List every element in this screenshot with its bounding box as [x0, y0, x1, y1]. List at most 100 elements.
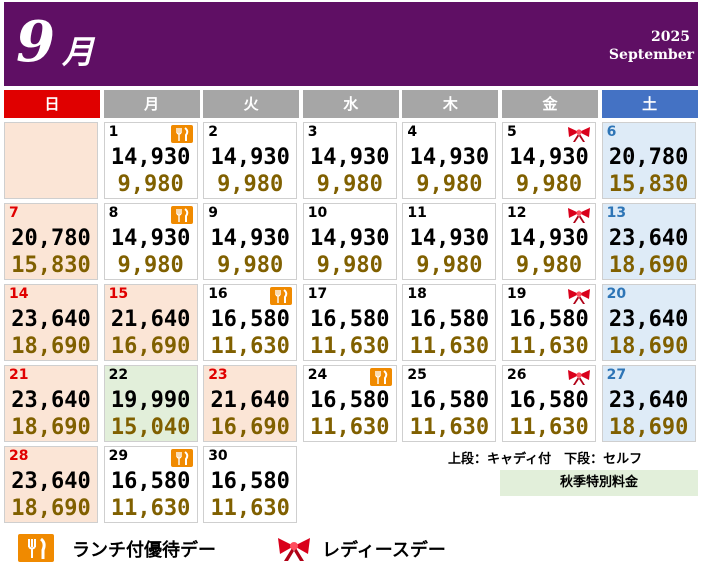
calendar-day-cell: 12 14,930 9,980	[502, 203, 596, 280]
calendar-day-cell: 17 16,580 11,630	[302, 284, 397, 361]
calendar-day-cell: 21 23,640 18,690	[4, 365, 98, 442]
self-price: 15,830	[11, 253, 91, 278]
day-number: 22	[108, 367, 129, 383]
calendar-day-cell: 28 23,640 18,690	[4, 446, 98, 523]
self-price: 18,690	[11, 496, 91, 521]
calendar-cell-empty	[4, 122, 98, 199]
day-number: 8	[108, 205, 119, 221]
calendar-day-cell: 10 14,930 9,980	[302, 203, 397, 280]
calendar-day-cell: 4 14,930 9,980	[402, 122, 497, 199]
self-price: 11,630	[509, 415, 589, 440]
day-number: 19	[507, 286, 527, 302]
day-number: 21	[9, 367, 29, 383]
calendar-day-cell: 7 20,780 15,830	[4, 203, 98, 280]
self-price: 15,830	[608, 172, 689, 197]
year-label: 2025	[651, 29, 690, 45]
day-number: 28	[9, 448, 29, 464]
caddy-price: 14,930	[409, 226, 490, 251]
calendar-day-cell: 22 19,990 15,040	[103, 365, 198, 442]
self-price: 11,630	[210, 334, 290, 359]
calendar-day-cell: 2 14,930 9,980	[203, 122, 298, 199]
caddy-price: 23,640	[11, 307, 91, 332]
weekday-header: 木	[402, 90, 499, 118]
calendar-day-cell: 25 16,580 11,630	[402, 365, 497, 442]
ribbon-icon	[566, 206, 592, 224]
self-price: 11,630	[409, 334, 490, 359]
calendar-grid: 1 14,930 9,980 2 14,930 9,980 3 14,930 9,980 4 14,…	[4, 122, 700, 528]
calendar-day-cell: 18 16,580 11,630	[402, 284, 497, 361]
caddy-price: 21,640	[110, 307, 191, 332]
self-price: 16,690	[210, 415, 290, 440]
day-number: 17	[307, 286, 328, 302]
calendar-day-cell: 3 14,930 9,980	[302, 122, 397, 199]
day-number: 27	[606, 367, 627, 383]
calendar-day-cell: 8 14,930 9,980	[103, 203, 198, 280]
fork-knife-icon	[170, 449, 193, 467]
calendar-day-cell: 9 14,930 9,980	[203, 203, 298, 280]
caddy-price: 16,580	[210, 469, 290, 494]
caddy-price: 14,930	[509, 226, 589, 251]
day-number: 9	[208, 205, 218, 221]
caddy-price: 14,930	[210, 226, 290, 251]
day-number: 13	[606, 205, 627, 221]
caddy-price: 16,580	[210, 307, 290, 332]
caddy-price: 16,580	[409, 307, 490, 332]
calendar-day-cell: 27 23,640 18,690	[601, 365, 696, 442]
self-price: 9,980	[515, 172, 583, 197]
self-price: 18,690	[608, 415, 689, 440]
day-number: 4	[407, 124, 418, 140]
calendar-day-cell: 11 14,930 9,980	[402, 203, 497, 280]
self-price: 9,980	[515, 253, 583, 278]
weekday-header: 金	[502, 90, 598, 118]
fork-knife-icon	[170, 125, 193, 143]
ribbon-icon	[566, 368, 592, 386]
caddy-price: 14,930	[310, 145, 390, 170]
caddy-price: 14,930	[110, 145, 191, 170]
self-price: 16,690	[110, 334, 191, 359]
day-number: 10	[307, 205, 328, 221]
calendar-day-cell: 29 16,580 11,630	[103, 446, 198, 523]
caddy-price: 14,930	[310, 226, 390, 251]
calendar-day-cell: 14 23,640 18,690	[4, 284, 98, 361]
month-kanji: 月	[62, 33, 95, 71]
self-price: 9,980	[416, 253, 483, 278]
self-price: 18,690	[11, 415, 91, 440]
ribbon-icon	[566, 125, 592, 143]
self-price: 18,690	[11, 334, 91, 359]
weekday-header: 水	[302, 90, 399, 118]
self-price: 11,630	[210, 496, 290, 521]
self-price: 11,630	[509, 334, 589, 359]
self-price: 11,630	[310, 415, 390, 440]
day-number: 11	[407, 205, 427, 221]
caddy-price: 21,640	[210, 388, 290, 413]
fork-knife-icon	[170, 206, 193, 224]
day-number: 14	[9, 286, 29, 302]
calendar-day-cell: 20 23,640 18,690	[601, 284, 696, 361]
weekday-header: 火	[203, 90, 300, 118]
calendar-day-cell: 23 21,640 16,690	[203, 365, 298, 442]
self-price: 15,040	[110, 415, 191, 440]
caddy-price: 23,640	[608, 226, 689, 251]
day-number: 6	[606, 124, 617, 140]
caddy-price: 23,640	[608, 388, 689, 413]
month-header: 9 月 2025 September	[4, 2, 698, 86]
day-number: 30	[208, 448, 228, 464]
caddy-price: 14,930	[509, 145, 589, 170]
day-number: 25	[407, 367, 427, 383]
caddy-price: 19,990	[110, 388, 191, 413]
day-number: 12	[507, 205, 527, 221]
day-number: 7	[9, 205, 19, 221]
self-price: 11,630	[310, 334, 390, 359]
caddy-price: 23,640	[608, 307, 689, 332]
calendar-day-cell: 19 16,580 11,630	[502, 284, 596, 361]
day-number: 2	[208, 124, 218, 140]
caddy-price: 14,930	[210, 145, 290, 170]
self-price: 9,980	[217, 172, 284, 197]
calendar-day-cell: 24 16,580 11,630	[302, 365, 397, 442]
self-price: 9,980	[316, 172, 383, 197]
calendar-day-cell: 30 16,580 11,630	[203, 446, 298, 523]
day-number: 18	[407, 286, 427, 302]
day-number: 3	[307, 124, 318, 140]
day-number: 16	[208, 286, 228, 302]
caddy-price: 16,580	[409, 388, 490, 413]
